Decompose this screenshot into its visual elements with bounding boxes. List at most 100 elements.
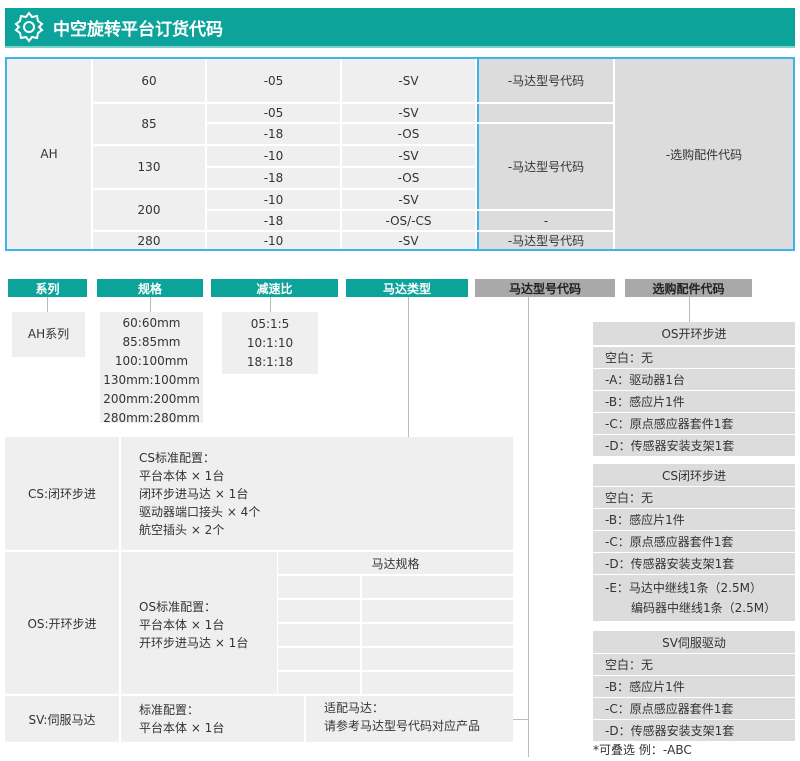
connector-line [528, 297, 529, 757]
motor-spec-cell [278, 672, 360, 694]
motor-spec-cell [278, 624, 360, 646]
ratio-option: 18:1:18 [246, 355, 294, 369]
ratio-cell: -10 [207, 190, 340, 209]
motor-spec-cell [278, 648, 360, 670]
cs-accessory-line: -E：马达中继线1条（2.5M） [605, 581, 762, 595]
motor-spec-cell [362, 648, 513, 670]
tag-ratio: 减速比 [211, 279, 338, 297]
motor-spec-cell [362, 576, 513, 598]
size-cell: 60 [93, 59, 205, 102]
page-title: 中空旋转平台订货代码 [53, 19, 223, 40]
motor-cell: -SV [342, 59, 475, 102]
ratio-options-box: 05:1:5 10:1:10 18:1:18 [222, 312, 318, 374]
motor-spec-cell [278, 576, 360, 598]
os-config: OS标准配置： 平台本体 × 1台 开环步进马达 × 1台 [121, 552, 277, 694]
tag-size: 规格 [97, 279, 203, 297]
tag-motor-type: 马达类型 [346, 279, 468, 297]
cs-accessory-item: -B：感应片1件 [593, 509, 795, 530]
accessory-cell: -选购配件代码 [615, 59, 793, 249]
ratio-cell: -18 [207, 211, 340, 230]
cs-accessory-line: 编码器中继线1条（2.5M） [631, 601, 777, 615]
series-cell: AH [7, 59, 91, 249]
gear-icon [14, 11, 44, 43]
sv-config-line: 平台本体 × 1台 [139, 721, 225, 735]
os-label: OS:开环步进 [5, 552, 119, 694]
sv-accessory-item: -B：感应片1件 [593, 676, 795, 697]
tag-motor-code: 马达型号代码 [475, 279, 615, 297]
os-config-line: 开环步进马达 × 1台 [139, 636, 249, 650]
motor-code-cell: -马达型号代码 [477, 59, 613, 102]
os-config-line: OS标准配置： [139, 600, 217, 614]
size-cell: 85 [93, 104, 205, 144]
motor-cell: -SV [342, 104, 475, 122]
motor-spec-cell [362, 600, 513, 622]
size-cell: 280 [93, 232, 205, 249]
size-option: 100:100mm [114, 354, 189, 368]
motor-code-empty-cell [477, 104, 613, 122]
sv-accessory-item: -D：传感器安装支架1套 [593, 720, 795, 741]
connector-line [408, 297, 409, 437]
cs-config-line: 平台本体 × 1台 [139, 469, 225, 483]
motor-code-cell: -马达型号代码 [477, 124, 613, 209]
ratio-cell: -05 [207, 59, 340, 102]
cs-config-line: 航空插头 × 2个 [139, 523, 225, 537]
ratio-option: 05:1:5 [250, 317, 290, 331]
size-cell: 130 [93, 146, 205, 188]
cs-config: CS标准配置： 平台本体 × 1台 闭环步进马达 × 1台 驱动器端口接头 × … [121, 437, 513, 550]
sv-config: 标准配置： 平台本体 × 1台 [121, 696, 304, 742]
cs-accessory-item: -C：原点感应器套件1套 [593, 531, 795, 552]
sv-accessory-title: SV伺服驱动 [593, 631, 795, 653]
cs-config-line: 驱动器端口接头 × 4个 [139, 505, 261, 519]
order-code-table: AH 60 85 130 200 280 -05 -SV -05 -SV -18 -OS -… [5, 57, 795, 251]
motor-cell: -SV [342, 146, 475, 166]
os-accessory-item: 空白：无 [593, 347, 795, 368]
size-option: 280mm:280mm [103, 411, 200, 425]
os-accessory-item: -D：传感器安装支架1套 [593, 435, 795, 456]
os-accessory-title: OS开环步进 [593, 322, 795, 345]
cs-accessory-title: CS闭环步进 [593, 464, 795, 486]
cs-accessory-item: -D：传感器安装支架1套 [593, 553, 795, 574]
motor-spec-header: 马达规格 [278, 552, 513, 574]
os-accessory-item: -A：驱动器1台 [593, 369, 795, 390]
tag-accessory: 选购配件代码 [625, 279, 752, 297]
size-option: 130mm:100mm [103, 373, 200, 387]
motor-code-cell: -马达型号代码 [477, 232, 613, 249]
cs-accessory-item: 空白：无 [593, 487, 795, 508]
os-accessory-item: -C：原点感应器套件1套 [593, 413, 795, 434]
cs-config-line: CS标准配置： [139, 451, 215, 465]
connector-line [513, 719, 528, 720]
series-box: AH系列 [12, 312, 85, 357]
os-accessory-item: -B：感应片1件 [593, 391, 795, 412]
motor-spec-cell [362, 624, 513, 646]
connector-line [270, 297, 271, 312]
motor-cell: -SV [342, 190, 475, 209]
sv-adapt-line: 适配马达： [324, 701, 385, 715]
os-config-line: 平台本体 × 1台 [139, 618, 225, 632]
motor-code-cell: - [477, 211, 613, 230]
ratio-cell: -10 [207, 232, 340, 249]
ratio-option: 10:1:10 [246, 336, 294, 350]
sv-accessory-item: -C：原点感应器套件1套 [593, 698, 795, 719]
sv-config-line: 标准配置： [139, 703, 200, 717]
tag-series: 系列 [8, 279, 87, 297]
ratio-cell: -05 [207, 104, 340, 122]
connector-line [47, 297, 48, 312]
cs-accessory-item-e: -E：马达中继线1条（2.5M） 编码器中继线1条（2.5M） [593, 575, 795, 621]
size-cell: 200 [93, 190, 205, 230]
sv-adapt: 适配马达： 请参考马达型号代码对应产品 [306, 696, 513, 742]
size-option: 85:85mm [122, 335, 181, 349]
cs-config-line: 闭环步进马达 × 1台 [139, 487, 249, 501]
sv-adapt-line: 请参考马达型号代码对应产品 [324, 719, 481, 733]
accessory-note: *可叠选 例：-ABC [593, 743, 692, 757]
ratio-cell: -10 [207, 146, 340, 166]
connector-line [689, 297, 690, 322]
ratio-cell: -18 [207, 124, 340, 144]
size-option: 60:60mm [122, 316, 181, 330]
motor-spec-cell [362, 672, 513, 694]
ratio-cell: -18 [207, 168, 340, 188]
size-option: 200mm:200mm [103, 392, 200, 406]
motor-cell: -SV [342, 232, 475, 249]
motor-cell: -OS/-CS [342, 211, 475, 230]
sv-label: SV:伺服马达 [5, 696, 119, 742]
motor-cell: -OS [342, 168, 475, 188]
